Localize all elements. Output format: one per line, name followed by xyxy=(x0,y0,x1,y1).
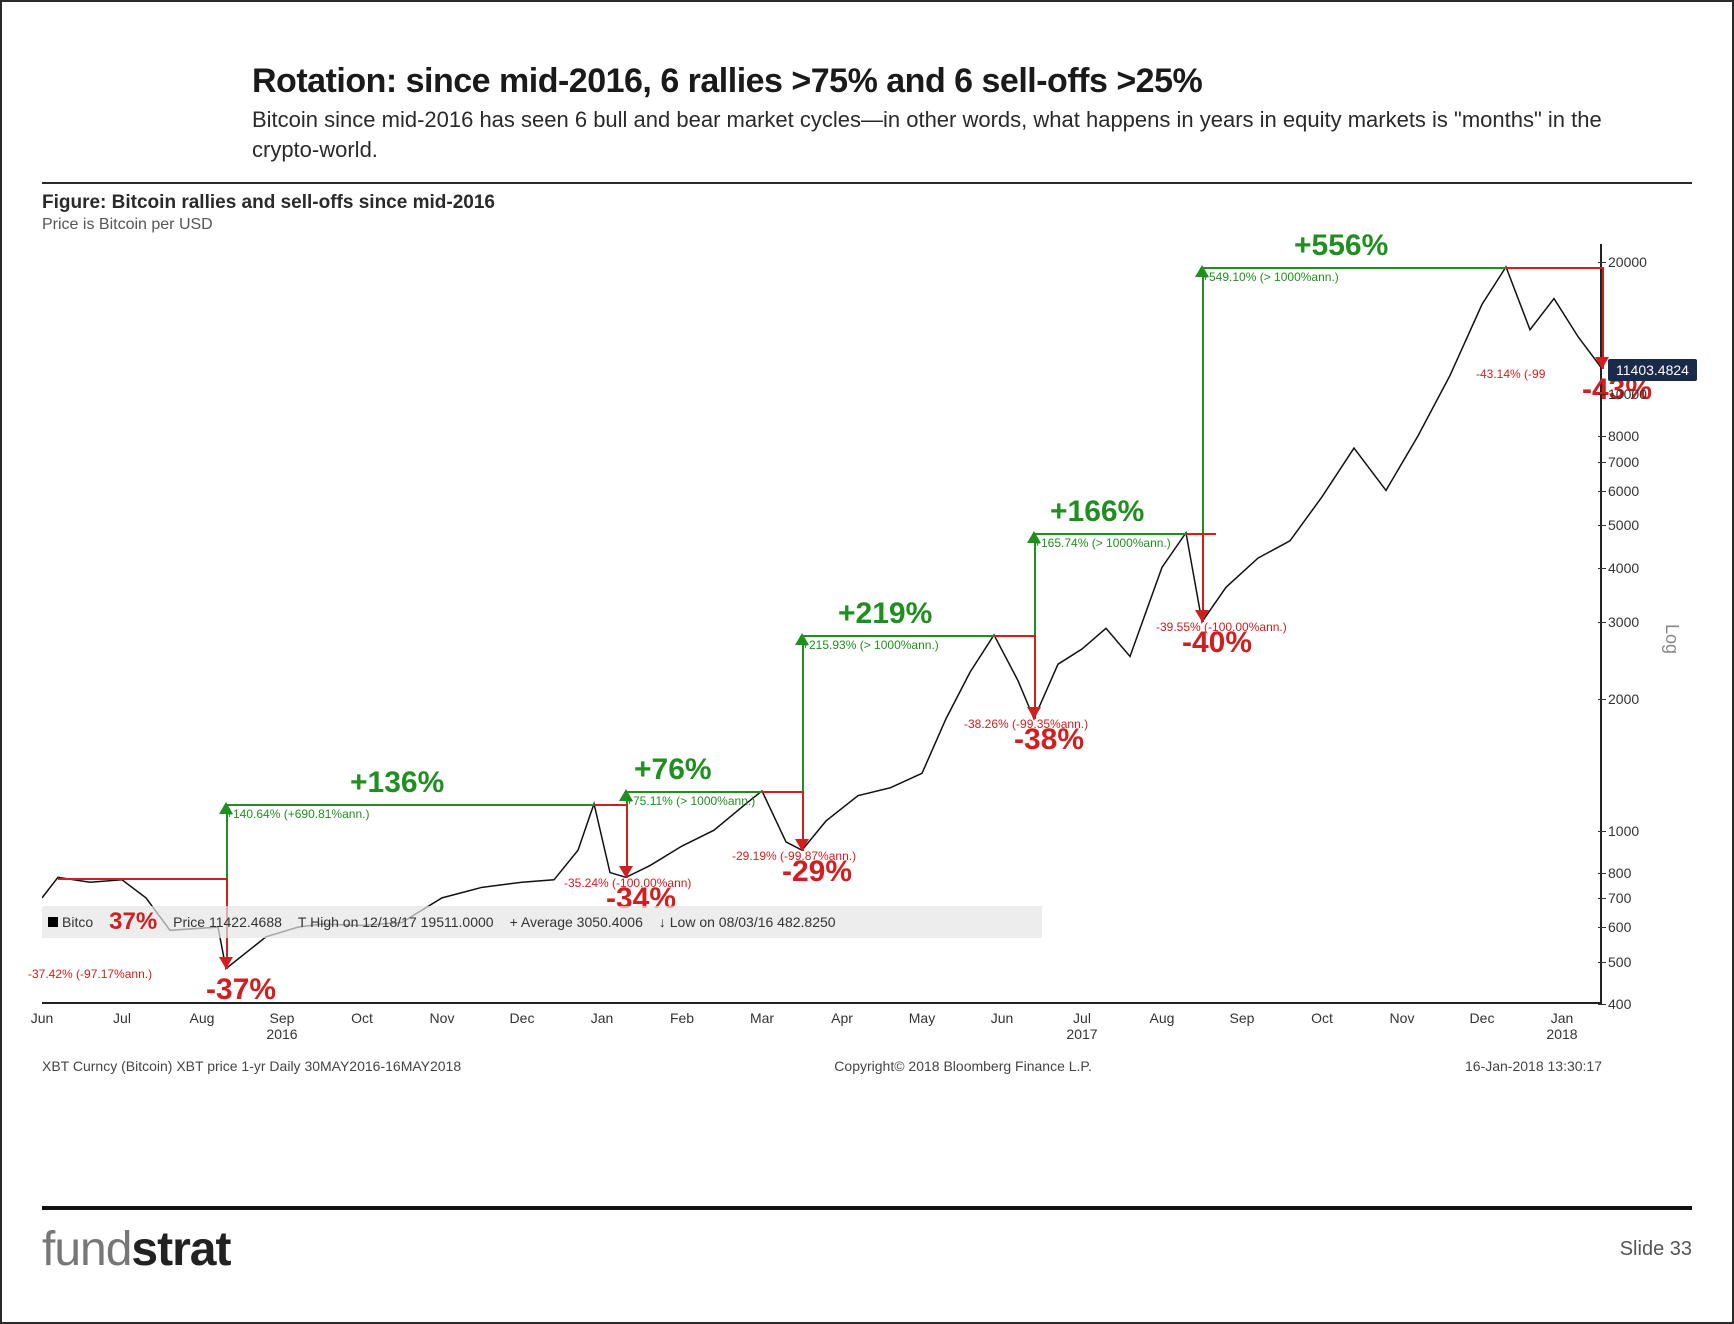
x-tick: May xyxy=(909,1010,935,1026)
x-tick: Dec xyxy=(510,1010,535,1026)
x-tick: Jan2018 xyxy=(1546,1010,1577,1042)
rally-top-bar xyxy=(626,791,762,793)
y-tick: 3000 xyxy=(1608,614,1639,630)
y-tick: 400 xyxy=(1608,996,1631,1012)
stats-bar: Bitco 37% Price 11422.4688 T High on 12/… xyxy=(42,906,1042,938)
selloff-top-bar xyxy=(1186,533,1216,535)
page-subtitle: Bitcoin since mid-2016 has seen 6 bull a… xyxy=(252,105,1602,164)
y-tick: 4000 xyxy=(1608,560,1639,576)
rally-label: +76% xyxy=(634,753,712,787)
y-tick: 8000 xyxy=(1608,428,1639,444)
x-tick: Apr xyxy=(831,1010,853,1026)
footer-left: XBT Curncy (Bitcoin) XBT price 1-yr Dail… xyxy=(42,1058,461,1074)
x-tick: Mar xyxy=(750,1010,774,1026)
selloff-arrow-stem xyxy=(1602,267,1604,369)
page-title: Rotation: since mid-2016, 6 rallies >75%… xyxy=(252,62,1692,101)
y-tick: 800 xyxy=(1608,865,1631,881)
y-tick: 500 xyxy=(1608,954,1631,970)
selloff-small: -43.14% (-99 xyxy=(1476,367,1545,381)
selloff-top-bar xyxy=(762,791,802,793)
x-tick: Sep xyxy=(1230,1010,1255,1026)
selloff-label: -37% xyxy=(206,973,276,1007)
y-tick: 1000 xyxy=(1608,823,1639,839)
current-price-flag: 11403.4824 xyxy=(1608,359,1697,381)
chart: +136% +140.64% (+690.81%ann.) +76% +75.11% … xyxy=(42,244,1682,1074)
selloff-small: -37.42% (-97.17%ann.) xyxy=(28,967,152,981)
rally-small: +140.64% (+690.81%ann.) xyxy=(226,807,369,821)
rally-top-bar xyxy=(1202,267,1506,269)
slide-footer: fundstrat Slide 33 xyxy=(42,1206,1692,1277)
rally-small: +75.11% (> 1000%ann.) xyxy=(626,794,755,808)
x-tick: Oct xyxy=(1311,1010,1333,1026)
footer-center: Copyright© 2018 Bloomberg Finance L.P. xyxy=(834,1058,1092,1074)
y-axis-label: Log xyxy=(1661,624,1682,654)
y-tick: 20000 xyxy=(1608,254,1647,270)
rally-small: +165.74% (> 1000%ann.) xyxy=(1034,536,1171,550)
x-tick: Jul xyxy=(113,1010,131,1026)
rally-top-bar xyxy=(1034,533,1186,535)
rally-small: +215.93% (> 1000%ann.) xyxy=(802,638,939,652)
x-tick: Jan xyxy=(591,1010,614,1026)
x-tick: Aug xyxy=(1150,1010,1175,1026)
y-tick: 6000 xyxy=(1608,483,1639,499)
selloff-small: -39.55% (-100.00%ann.) xyxy=(1156,620,1287,634)
selloff-arrow-head xyxy=(219,957,233,969)
x-tick: Nov xyxy=(1390,1010,1415,1026)
selloff-top-bar xyxy=(594,804,626,806)
x-tick: Sep2016 xyxy=(266,1010,297,1042)
selloff-arrow-stem xyxy=(1202,533,1204,622)
selloff-label-inline: 37% xyxy=(109,908,157,936)
price-line xyxy=(42,244,1602,1004)
rally-small: +549.10% (> 1000%ann.) xyxy=(1202,270,1339,284)
footer-right: 16-Jan-2018 13:30:17 xyxy=(1465,1058,1602,1074)
y-tick: 5000 xyxy=(1608,517,1639,533)
rally-top-bar xyxy=(802,635,994,637)
slide-number: Slide 33 xyxy=(1620,1238,1692,1261)
x-tick: Jul2017 xyxy=(1066,1010,1097,1042)
chart-footer: XBT Curncy (Bitcoin) XBT price 1-yr Dail… xyxy=(42,1058,1602,1074)
selloff-top-bar xyxy=(1506,267,1602,269)
rally-label: +136% xyxy=(350,766,444,800)
figure-caption: Figure: Bitcoin rallies and sell-offs si… xyxy=(42,192,1692,214)
figure-subcaption: Price is Bitcoin per USD xyxy=(42,216,1692,234)
divider xyxy=(42,182,1692,184)
x-tick: Feb xyxy=(670,1010,694,1026)
selloff-top-bar xyxy=(994,635,1034,637)
x-tick: Jun xyxy=(991,1010,1014,1026)
x-tick: Dec xyxy=(1470,1010,1495,1026)
selloff-arrow-head xyxy=(1595,357,1609,369)
y-tick: 2000 xyxy=(1608,691,1639,707)
y-tick: 10000 xyxy=(1608,386,1647,402)
selloff-top-bar xyxy=(58,878,226,880)
selloff-small: -29.19% (-99.87%ann.) xyxy=(732,849,856,863)
selloff-small: -38.26% (-99.35%ann.) xyxy=(964,717,1088,731)
rally-label: +556% xyxy=(1294,229,1388,263)
x-tick: Jun xyxy=(31,1010,54,1026)
selloff-small: -35.24% (-100.00%ann) xyxy=(564,876,691,890)
rally-label: +219% xyxy=(838,597,932,631)
rally-top-bar xyxy=(226,804,594,806)
plot-area: +136% +140.64% (+690.81%ann.) +76% +75.11% … xyxy=(42,244,1602,1004)
x-tick: Oct xyxy=(351,1010,373,1026)
y-tick: 7000 xyxy=(1608,454,1639,470)
y-tick: 600 xyxy=(1608,919,1631,935)
rally-label: +166% xyxy=(1050,495,1144,529)
brand-logo: fundstrat xyxy=(42,1222,230,1277)
x-tick: Aug xyxy=(190,1010,215,1026)
y-tick: 700 xyxy=(1608,890,1631,906)
x-tick: Nov xyxy=(430,1010,455,1026)
